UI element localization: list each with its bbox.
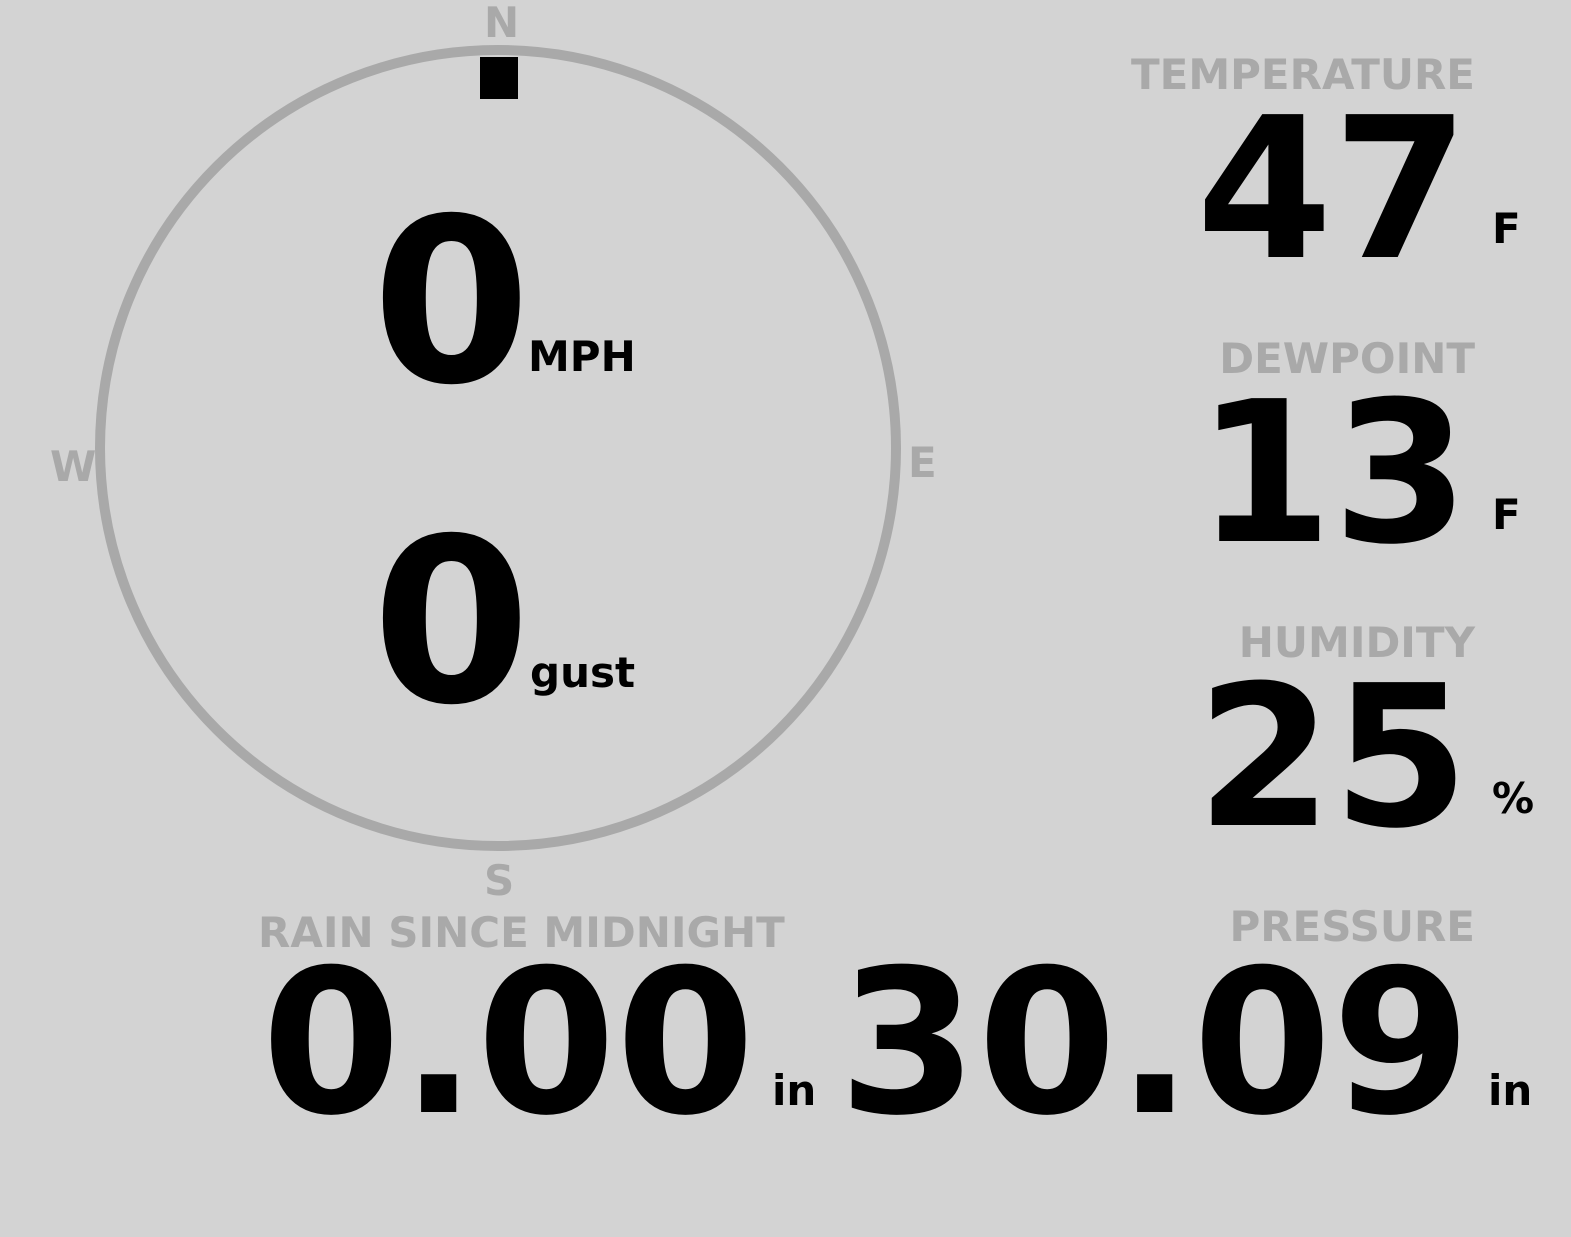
wind-gust-unit: gust [530,648,636,697]
humidity-unit: % [1492,774,1535,823]
compass-north-label: N [484,0,520,47]
temperature-unit: F [1492,204,1521,253]
dewpoint-label: DEWPOINT [1219,334,1475,383]
rain-unit: in [772,1066,817,1115]
pressure-value: 30.09 [838,927,1471,1160]
rain-value: 0.00 [261,927,755,1160]
humidity-value: 25 [1196,644,1469,872]
wind-speed-unit: MPH [528,332,636,381]
dewpoint-value: 13 [1196,360,1469,588]
compass-west-label: W [50,442,97,491]
temperature-value: 47 [1196,76,1469,304]
humidity-label: HUMIDITY [1238,618,1475,667]
rain-label: RAIN SINCE MIDNIGHT [258,908,785,957]
compass-ring [95,45,901,851]
pressure-label: PRESSURE [1229,902,1475,951]
compass-south-label: S [484,856,515,905]
wind-compass [95,45,901,851]
dewpoint-unit: F [1492,490,1521,539]
compass-east-label: E [908,438,937,487]
wind-speed-value: 0 [372,169,531,435]
wind-gust-value: 0 [372,489,531,755]
pressure-unit: in [1488,1066,1533,1115]
temperature-label: TEMPERATURE [1131,50,1475,99]
wind-direction-marker [480,57,518,99]
